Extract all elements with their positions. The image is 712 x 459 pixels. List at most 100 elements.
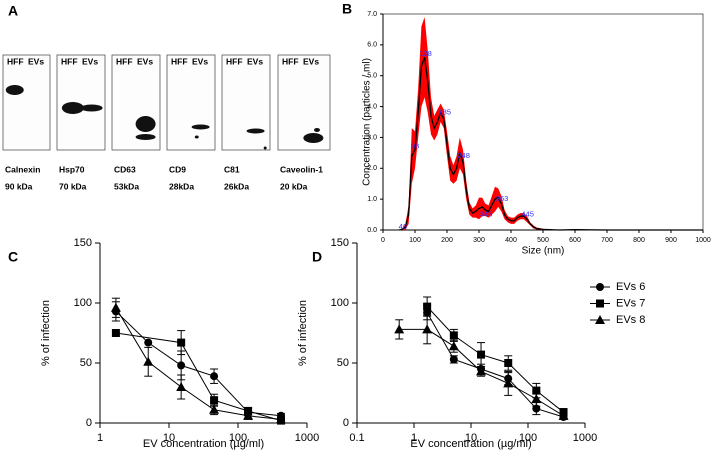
- lane-label: HFF: [282, 56, 299, 66]
- marker: [143, 356, 154, 366]
- y-tick-label: 0: [343, 417, 349, 429]
- legend-marker: [596, 299, 604, 308]
- y-tick-label: 0: [86, 417, 92, 429]
- x-tick-label: 400: [505, 237, 517, 244]
- y-tick-label: 0.0: [367, 227, 377, 234]
- y-tick-label: 50: [337, 357, 349, 369]
- panel-label: A: [8, 3, 18, 19]
- series-line: [426, 306, 564, 413]
- peak-annotation: 343: [480, 210, 493, 219]
- lane-label: EVs: [137, 56, 153, 66]
- blot-band: [246, 128, 265, 134]
- y-tick-label: 4.0: [367, 103, 377, 110]
- lane-label: EVs: [303, 56, 319, 66]
- peak-annotation: 46: [399, 222, 407, 231]
- marker: [177, 338, 186, 347]
- protein-label: Caveolin-1: [280, 164, 323, 174]
- series-line: [426, 312, 564, 418]
- x-tick-label: 200: [441, 237, 453, 244]
- peak-annotation: 98: [411, 142, 419, 151]
- marker: [144, 338, 153, 347]
- blot-strip: [166, 54, 216, 151]
- y-tick-label: 2.0: [367, 165, 377, 172]
- x-tick-label: 1: [411, 432, 417, 444]
- blot-strip: [277, 54, 331, 151]
- marker: [276, 414, 287, 424]
- protein-label: Calnexin: [5, 164, 40, 174]
- y-tick-label: 7.0: [367, 11, 377, 18]
- marker: [476, 366, 487, 376]
- x-tick-label: 100: [229, 432, 247, 444]
- panel-label: B: [342, 1, 352, 17]
- marker: [111, 329, 120, 337]
- peak-annotation: 363: [496, 194, 509, 203]
- y-tick-label: 150: [331, 237, 349, 249]
- x-tick-label: 500: [537, 237, 549, 244]
- weight-label: 28kDa: [169, 181, 194, 191]
- x-tick-label: 900: [665, 237, 677, 244]
- peak-annotation: 128: [419, 49, 432, 58]
- peak-annotation: 248: [457, 151, 470, 160]
- marker: [243, 410, 254, 420]
- blot-band: [303, 133, 324, 143]
- blot-band: [314, 128, 320, 132]
- blot-band: [191, 124, 210, 130]
- series-line: [115, 311, 282, 417]
- x-tick-label: 0.1: [349, 432, 364, 444]
- blot-band: [80, 104, 103, 112]
- x-tick-label: 800: [633, 237, 645, 244]
- lane-label: EVs: [82, 56, 98, 66]
- blot-band: [5, 85, 24, 95]
- panel-label: C: [8, 249, 18, 265]
- x-tick-label: 300: [473, 237, 485, 244]
- lane-label: HFF: [7, 56, 24, 66]
- marker: [110, 302, 121, 312]
- y-tick-label: 1.0: [367, 196, 377, 203]
- lane-label: HFF: [116, 56, 133, 66]
- y-tick-label: 3.0: [367, 134, 377, 141]
- weight-label: 70 kDa: [59, 181, 87, 191]
- legend-marker: [596, 283, 604, 291]
- marker: [532, 386, 541, 395]
- y-tick-label: 150: [74, 237, 92, 249]
- x-tick-label: 100: [409, 237, 421, 244]
- blot-band: [135, 116, 156, 132]
- x-tick-label: 1000: [695, 237, 711, 244]
- weight-label: 53kDa: [114, 181, 139, 191]
- marker: [210, 396, 219, 405]
- marker: [531, 394, 542, 403]
- weight-label: 20 kDa: [280, 181, 308, 191]
- x-tick-label: 700: [601, 237, 613, 244]
- y-axis-label: Concentration (particles / ml): [362, 58, 373, 186]
- series-line: [398, 56, 703, 231]
- blot-strip: [2, 54, 51, 151]
- lane-label: HFF: [226, 56, 243, 66]
- x-tick-label: 1000: [573, 432, 597, 444]
- panel-label: D: [312, 249, 322, 265]
- marker: [422, 324, 433, 334]
- x-tick-label: 0: [381, 237, 385, 244]
- lane-label: HFF: [171, 56, 188, 66]
- blot-band: [61, 102, 84, 114]
- marker: [176, 382, 187, 391]
- protein-label: Hsp70: [59, 164, 85, 174]
- lane-label: HFF: [61, 56, 78, 66]
- marker: [448, 341, 459, 351]
- legend-label: EVs 6: [616, 281, 645, 293]
- blot-strip: [111, 54, 161, 151]
- legend-marker: [595, 315, 605, 324]
- lane-label: EVs: [28, 56, 44, 66]
- series-line: [115, 307, 282, 420]
- marker: [503, 378, 514, 388]
- legend-label: EVs 8: [616, 314, 645, 326]
- blot-band: [194, 135, 199, 139]
- lane-label: EVs: [192, 56, 208, 66]
- y-tick-label: 50: [80, 357, 92, 369]
- marker: [423, 302, 432, 311]
- y-tick-label: 100: [74, 297, 92, 309]
- peak-annotation: 445: [521, 210, 534, 219]
- blot-strip: [221, 54, 271, 151]
- blot-band: [135, 134, 156, 140]
- marker: [449, 331, 458, 340]
